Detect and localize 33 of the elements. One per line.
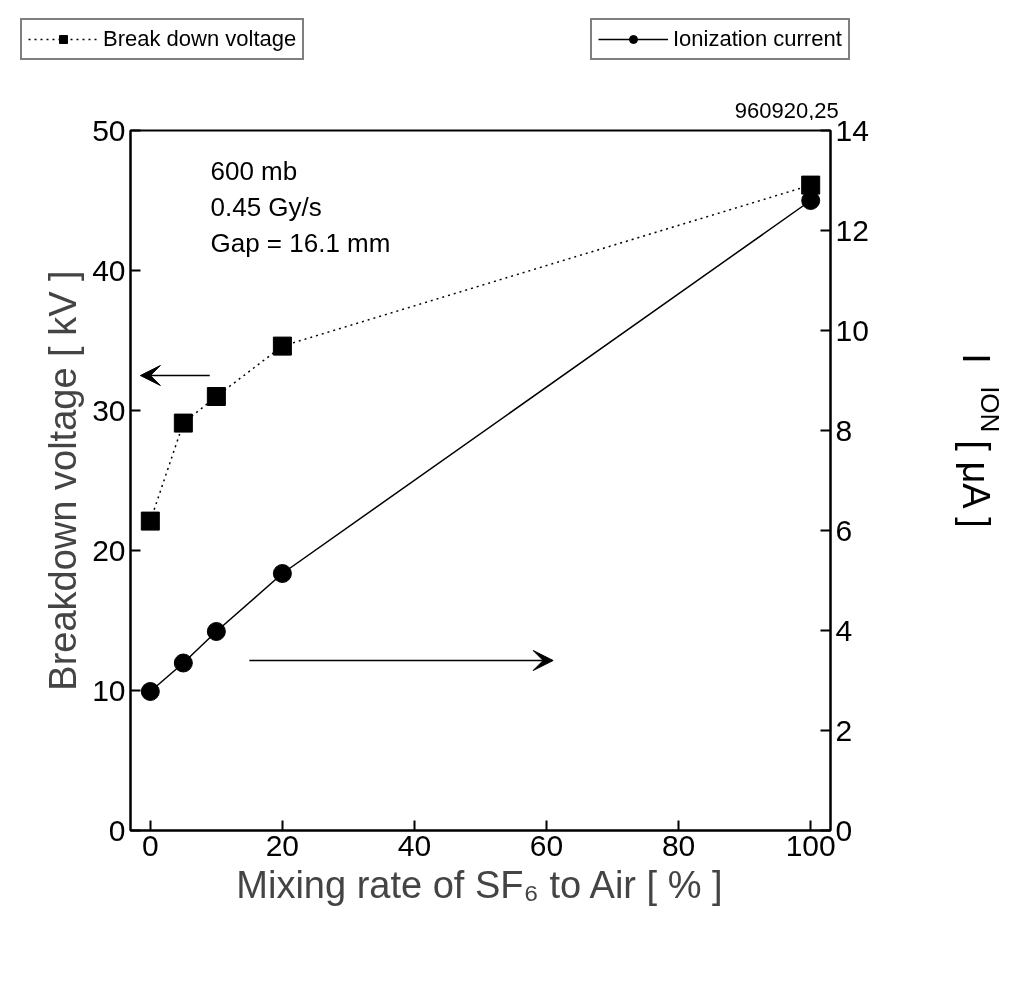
x-tick-label: 20 xyxy=(265,828,300,862)
y2-tick-label: 12 xyxy=(835,213,869,247)
x-axis-title: Mixing rate of SF₆ to Air [ % ] xyxy=(236,863,723,906)
y-tick-label: 50 xyxy=(92,113,126,147)
y2-tick-label: 10 xyxy=(835,313,869,347)
point xyxy=(140,682,160,701)
point xyxy=(272,336,292,356)
y2-axis-title: IION [ μA ] xyxy=(954,353,1005,528)
annotation: 600 mb 0.45 Gy/s Gap = 16.1 mm xyxy=(210,155,391,258)
y2-tick-label: 8 xyxy=(835,413,853,447)
point xyxy=(173,413,193,433)
point xyxy=(801,175,821,195)
point xyxy=(206,387,226,406)
x-tick-label: 60 xyxy=(529,828,564,862)
x-tick-label: 0 xyxy=(141,828,159,862)
x-tick-label: 80 xyxy=(661,828,696,862)
point xyxy=(206,622,226,641)
point xyxy=(801,191,821,210)
y-tick-label: 10 xyxy=(92,673,126,707)
y-axis-title: Breakdown voltage [ kV ] xyxy=(42,270,85,691)
legend-label: Break down voltage xyxy=(103,26,297,52)
y-tick-label: 40 xyxy=(92,253,126,287)
y2-tick-label: 6 xyxy=(835,513,853,547)
x-tick-label: 40 xyxy=(397,828,432,862)
point xyxy=(272,564,292,583)
legend-label: Ionization current xyxy=(673,26,842,52)
point xyxy=(140,511,160,531)
y-tick-label: 30 xyxy=(92,393,126,427)
x-tick-label: 100 xyxy=(785,828,836,862)
y-tick-label: 20 xyxy=(92,533,126,567)
point xyxy=(173,653,193,673)
y2-tick-label: 2 xyxy=(835,713,853,747)
y2-tick-label: 4 xyxy=(835,613,853,647)
